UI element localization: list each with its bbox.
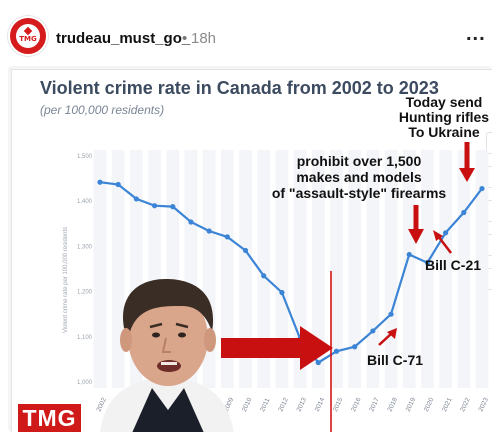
grid-band	[239, 150, 252, 388]
grid-band	[402, 150, 416, 388]
bill-c71-arrow	[378, 328, 397, 346]
x-tick-label: 2014	[314, 396, 327, 412]
data-point	[170, 204, 176, 210]
data-point	[188, 219, 194, 225]
x-tick-label: 2022	[459, 396, 472, 412]
grid-band	[475, 150, 489, 388]
x-tick-label: 2023	[477, 396, 490, 412]
grid-band	[421, 150, 434, 388]
annotation-firearms: prohibit over 1,500 makes and models of "a…	[272, 153, 447, 201]
maple-leaf-icon	[23, 26, 33, 36]
x-tick-label: 2013	[296, 396, 309, 412]
grid-band	[384, 150, 398, 388]
avatar[interactable]: TMG	[8, 16, 48, 56]
more-options-icon[interactable]: ...	[466, 23, 486, 45]
y-tick-label: 1,100	[77, 335, 93, 341]
y-tick-label: 1,000	[77, 380, 93, 386]
y-tick-label: 1,300	[77, 244, 93, 250]
username[interactable]: trudeau_must_go_	[56, 30, 191, 47]
data-point	[333, 348, 340, 354]
chart-subtitle: (per 100,000 residents)	[40, 103, 165, 117]
grid-band	[257, 150, 271, 388]
avatar-logo: TMG	[16, 24, 40, 48]
y-tick-label: 1,200	[77, 290, 93, 296]
data-point	[443, 230, 449, 236]
data-point	[115, 181, 121, 188]
x-tick-label: 2019	[405, 396, 418, 412]
data-point	[242, 247, 249, 254]
x-tick-label: 2017	[368, 396, 381, 412]
separator-dot: •	[182, 30, 188, 47]
y-tick-label: 1,400	[77, 199, 93, 205]
data-point	[461, 209, 467, 216]
firearms-arrow	[408, 205, 424, 244]
grid-band	[111, 150, 125, 388]
x-tick-label: 2020	[423, 396, 436, 412]
post-header: TMG trudeau_must_go_ • 18h ...	[0, 0, 500, 66]
x-tick-label: 2021	[441, 396, 454, 412]
grid-band	[220, 150, 234, 388]
post-media[interactable]: Violent crime rate in Canada from 2002 t…	[8, 66, 492, 432]
x-tick-label: 2010	[241, 396, 254, 412]
data-point	[388, 311, 394, 317]
data-point	[151, 203, 158, 209]
bill-c21-arrow	[433, 230, 452, 254]
x-tick-label: 2015	[332, 396, 345, 412]
grid-band	[311, 150, 325, 388]
data-point	[224, 234, 230, 240]
post-timestamp[interactable]: 18h	[191, 30, 217, 47]
grid-band	[348, 150, 362, 388]
data-point	[406, 251, 412, 258]
big-red-arrow	[221, 326, 333, 370]
data-point	[370, 328, 376, 334]
data-point	[97, 179, 103, 185]
y-tick-label: 1,500	[77, 154, 93, 160]
tmg-watermark: TMG	[18, 404, 81, 432]
data-point	[279, 289, 285, 296]
x-tick-label: 2018	[387, 396, 400, 412]
annotation-bill-c21: Bill C-21	[425, 257, 481, 273]
avatar-text: TMG	[19, 35, 37, 43]
data-point	[479, 185, 485, 192]
annotation-bill-c71: Bill C-71	[367, 352, 423, 368]
y-axis-label: Violent crime rate per 100,000 residents	[63, 227, 69, 333]
data-point	[206, 228, 212, 234]
x-tick-label: 2011	[259, 397, 271, 413]
x-tick-label: 2016	[350, 396, 363, 412]
data-point	[315, 359, 321, 366]
grid-band	[275, 150, 289, 388]
grid-band	[439, 150, 452, 388]
grid-band	[93, 150, 107, 388]
x-tick-label: 2012	[277, 396, 290, 412]
data-point	[424, 260, 431, 266]
grid-band	[330, 150, 343, 388]
chart-title: Violent crime rate in Canada from 2002 t…	[40, 78, 439, 98]
data-point	[133, 196, 139, 202]
annotation-ukraine: Today send Hunting rifles To Ukraine	[399, 94, 489, 140]
series-line	[99, 181, 483, 365]
person-photo	[100, 278, 234, 432]
data-point	[261, 273, 267, 279]
chart-image: Violent crime rate in Canada from 2002 t…	[11, 69, 492, 432]
data-point	[352, 344, 358, 350]
ukraine-arrow	[459, 142, 475, 182]
